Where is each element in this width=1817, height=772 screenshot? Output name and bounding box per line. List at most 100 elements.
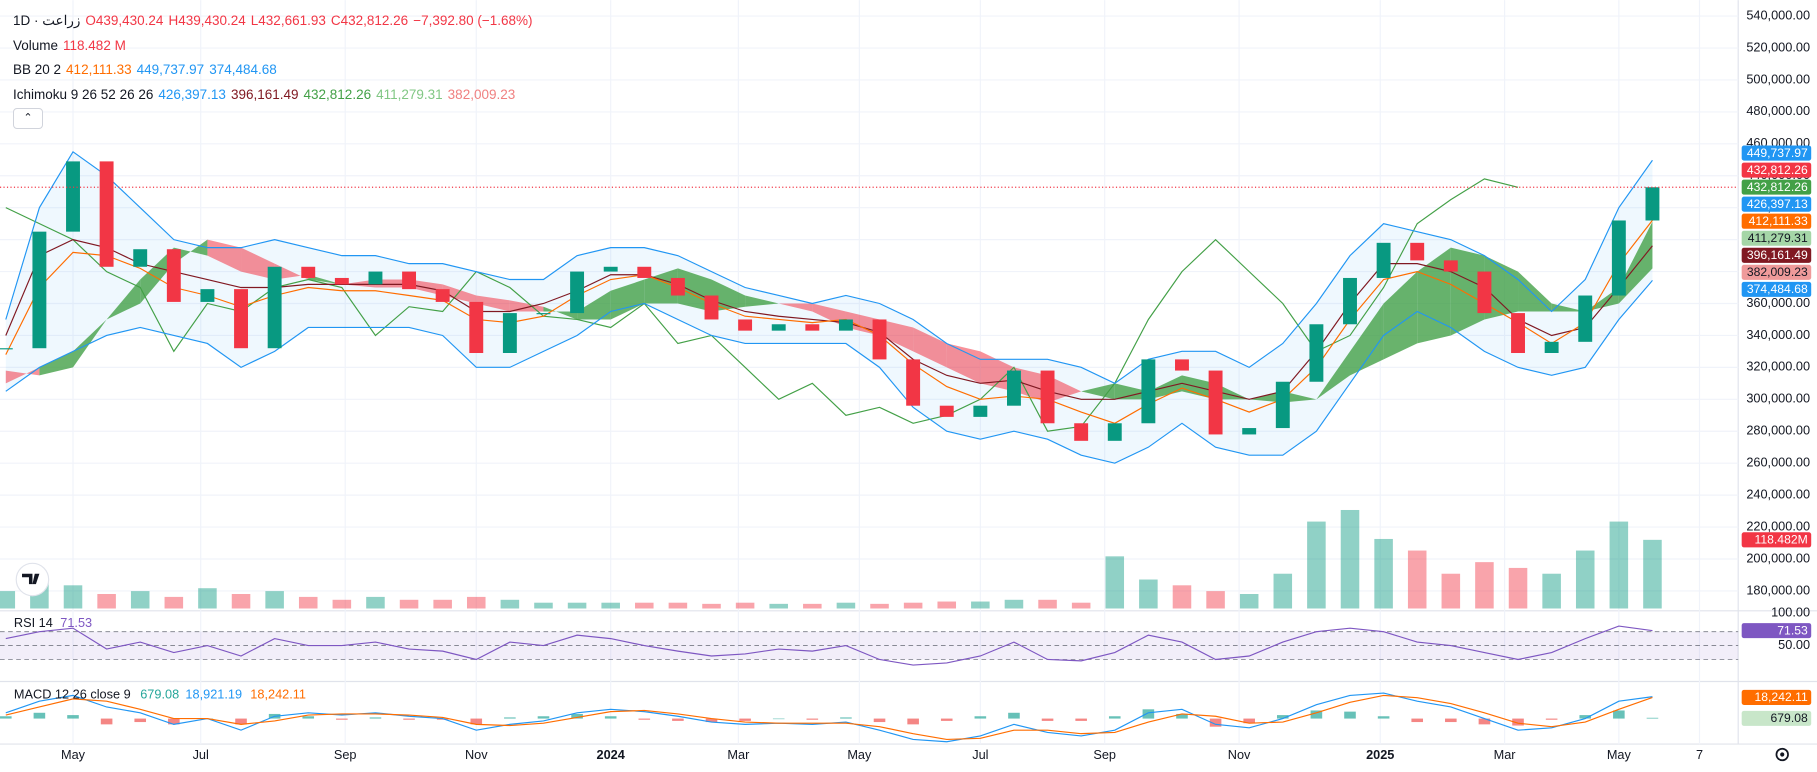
macd-histogram	[1344, 711, 1356, 719]
volume-bar	[1508, 567, 1528, 609]
y-tick-label: 200,000.00	[1746, 550, 1810, 565]
ichimoku-cloud	[913, 327, 947, 368]
candle	[603, 266, 618, 272]
macd-histogram	[33, 712, 46, 719]
price-tag: 382,009.23	[1747, 265, 1808, 279]
volume-bar	[1575, 550, 1595, 609]
ichimoku-cloud	[1215, 383, 1250, 400]
y-tick-label: 260,000.00	[1746, 455, 1810, 470]
indicator-value: 374,484.68	[209, 62, 277, 77]
volume-bar	[971, 601, 990, 609]
tradingview-logo	[15, 562, 50, 597]
volume-bar	[1407, 550, 1427, 609]
y-tick-label: 300,000.00	[1746, 391, 1810, 406]
y-tick-label: 240,000.00	[1746, 486, 1810, 501]
ichimoku-cloud	[442, 284, 477, 304]
bb-upper-line	[5, 150, 1653, 385]
y-tick-label: 480,000.00	[1746, 103, 1810, 118]
volume-bar	[298, 596, 318, 609]
rsi-tick-label: 50.00	[1778, 637, 1810, 652]
settings-gear[interactable]	[1775, 747, 1789, 762]
y-tick-label: 340,000.00	[1746, 327, 1810, 342]
volume-bar	[399, 599, 419, 609]
y-tick-label: 360,000.00	[1746, 295, 1810, 310]
candle	[1107, 423, 1122, 441]
x-tick-label: May	[847, 747, 872, 762]
indicator-name: Volume	[13, 37, 59, 53]
candle	[1376, 242, 1391, 278]
y-tick-label: 540,000.00	[1746, 7, 1810, 22]
macd-histogram	[537, 716, 550, 719]
volume-bar	[836, 602, 856, 609]
macd-histogram	[772, 718, 785, 720]
macd-value: 18,921.19	[185, 687, 242, 702]
macd-signal-value: 18,242.11	[250, 687, 306, 702]
macd-histogram	[1176, 713, 1188, 719]
rsi-line	[5, 625, 1653, 666]
volume-bar	[870, 603, 889, 609]
volume-bar	[231, 594, 251, 609]
macd-histogram	[571, 713, 583, 719]
price-tag: 432,812.26	[1747, 180, 1808, 194]
rsi-tick-label: 100.00	[1771, 604, 1810, 619]
legend-row: Volume 118.482 M	[13, 34, 538, 59]
x-tick-label: Nov	[1228, 747, 1251, 762]
ohlc: H439,430.24	[168, 13, 246, 28]
price-tag: 432,812.26	[1747, 163, 1808, 177]
candle	[301, 266, 316, 278]
ichimoku-lagging-line	[5, 178, 1519, 432]
macd-histogram	[840, 717, 852, 719]
volume-bar	[1071, 602, 1091, 609]
macd-histogram	[235, 718, 247, 725]
volume-bar	[366, 596, 385, 609]
macd-histogram	[739, 718, 751, 721]
price-tag-bg	[1741, 247, 1812, 263]
ichimoku-cloud	[241, 247, 275, 280]
macd-histogram	[1108, 716, 1121, 719]
rsi-label: RSI 14	[14, 615, 53, 630]
macd-signal-line	[5, 694, 1653, 741]
ichimoku-cloud	[375, 279, 410, 288]
rsi-tag-bg	[1741, 623, 1812, 639]
price-tag-bg	[1741, 281, 1812, 297]
rsi-tag: 71.53	[1777, 623, 1808, 637]
volume-bar	[63, 585, 83, 609]
ohlc: L432,661.93	[250, 13, 326, 28]
volume-bar	[937, 601, 957, 609]
volume-bar	[433, 599, 452, 609]
price-tag: 412,111.33	[1749, 214, 1808, 228]
x-tick-label: Sep	[334, 747, 357, 762]
ohlc: C432,812.26	[330, 13, 409, 28]
ichimoku-cloud	[677, 268, 712, 312]
volume-bar	[164, 596, 184, 609]
candle	[973, 405, 988, 417]
candle	[234, 289, 248, 349]
candle	[637, 266, 652, 278]
candle	[738, 319, 753, 331]
volume-tag-bg	[1741, 532, 1812, 548]
volume-bar	[1105, 556, 1125, 609]
ichimoku-cloud	[1249, 391, 1283, 403]
macd-signal-tag-bg	[1741, 689, 1812, 705]
candle	[1443, 260, 1458, 272]
ichimoku-cloud	[577, 290, 611, 320]
macd-histogram	[1545, 718, 1558, 720]
legend-row: BB 20 2 412,111.33 449,737.97 374,484.68	[13, 58, 538, 83]
price-tag-bg	[1741, 145, 1812, 161]
candle	[1477, 271, 1492, 314]
volume-bar	[567, 602, 587, 609]
candle	[1208, 370, 1223, 435]
volume-bar	[466, 596, 486, 609]
collapse-legend-button[interactable]: ⌃	[13, 108, 43, 129]
macd-histogram	[1243, 718, 1255, 724]
x-tick-label: Jul	[193, 747, 209, 762]
y-tick-label: 280,000.00	[1746, 423, 1810, 438]
y-tick-label: 500,000.00	[1746, 71, 1810, 86]
macd-histogram	[1142, 709, 1155, 719]
volume-bar	[198, 588, 217, 609]
price-tag-bg	[1741, 213, 1812, 229]
volume-bar	[1206, 591, 1225, 609]
indicator-value: 411,279.31	[376, 86, 443, 102]
candle	[1343, 277, 1357, 325]
macd-histogram	[873, 718, 886, 723]
